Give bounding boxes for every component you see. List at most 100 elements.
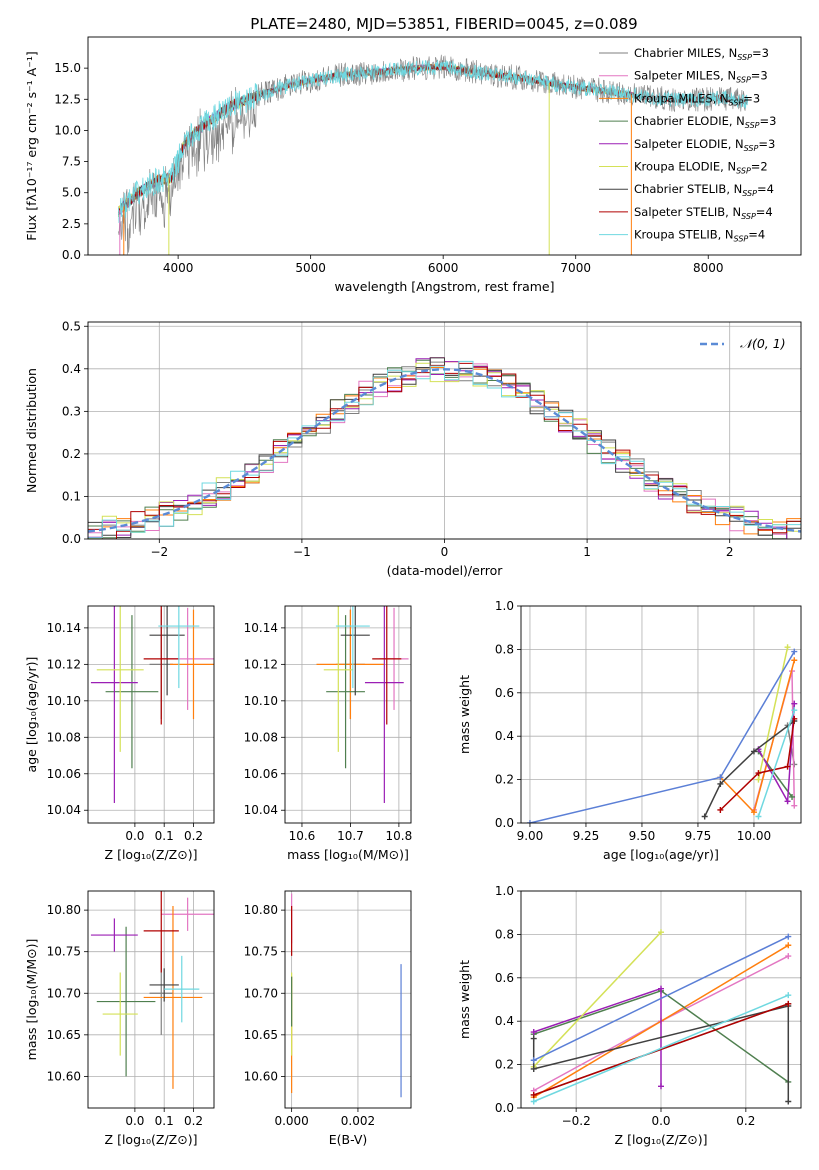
legend-subscript: SSP bbox=[729, 98, 744, 107]
axes-frame bbox=[87, 890, 215, 1109]
weight-marker bbox=[791, 715, 798, 722]
x-tick-label: 0.0 bbox=[125, 1114, 144, 1128]
weight-marker bbox=[789, 793, 796, 800]
weight-marker bbox=[755, 813, 762, 820]
legend-subscript: SSP bbox=[745, 121, 760, 130]
y-tick-label: 10.06 bbox=[244, 767, 278, 781]
legend-nssp: =3 bbox=[752, 46, 769, 60]
legend-label: Salpeter STELIB, NSSP=4 bbox=[634, 205, 773, 221]
weight-marker bbox=[750, 748, 757, 755]
x-tick-label: 9.75 bbox=[685, 829, 712, 843]
legend-nssp: =4 bbox=[756, 205, 773, 219]
y-tick-label: 0.6 bbox=[495, 971, 514, 985]
legend-model-name: Kroupa ELODIE, N bbox=[634, 160, 736, 174]
legend-label: Kroupa STELIB, NSSP=4 bbox=[634, 228, 765, 244]
weight-marker bbox=[755, 776, 762, 783]
weight-line bbox=[533, 935, 789, 1061]
x-tick-label: 5000 bbox=[295, 261, 326, 275]
legend-label: Chabrier MILES, NSSP=3 bbox=[634, 46, 769, 62]
x-tick-label: 10.6 bbox=[289, 829, 316, 843]
y-tick-label: 0.3 bbox=[62, 404, 81, 418]
legend-model-name: Salpeter ELODIE, N bbox=[634, 137, 744, 151]
y-tick-label: 10.80 bbox=[244, 903, 278, 917]
x-axis-label: wavelength [Angstrom, rest frame] bbox=[334, 279, 554, 294]
x-tick-label: −2 bbox=[150, 545, 168, 559]
weight-marker bbox=[785, 1098, 792, 1105]
x-tick-label: 10.8 bbox=[386, 829, 413, 843]
y-axis-label: mass weight bbox=[457, 675, 472, 754]
y-tick-label: 0.0 bbox=[62, 532, 81, 546]
y-tick-label: 0.8 bbox=[495, 927, 514, 941]
legend-subscript: SSP bbox=[744, 144, 759, 153]
x-tick-label: 2 bbox=[726, 545, 734, 559]
legend-nssp: =3 bbox=[751, 69, 768, 83]
weight-marker bbox=[530, 1091, 537, 1098]
x-tick-label: 7000 bbox=[560, 261, 591, 275]
plot-residuals bbox=[88, 357, 801, 539]
x-axis-label: E(B-V) bbox=[329, 1132, 368, 1147]
x-tick-label: 0.0 bbox=[125, 829, 144, 843]
axes-frame bbox=[87, 321, 802, 540]
x-tick-label: 9.00 bbox=[517, 829, 544, 843]
x-tick-label: 0 bbox=[441, 545, 449, 559]
y-tick-label: 10.60 bbox=[244, 1069, 278, 1083]
plot-age-weight bbox=[526, 644, 798, 823]
y-tick-label: 0.6 bbox=[495, 686, 514, 700]
legend-subscript: SSP bbox=[736, 76, 751, 85]
x-tick-label: 0.002 bbox=[341, 1114, 375, 1128]
y-axis-label: Flux [fλ10⁻¹⁷ erg cm⁻² s⁻¹ A⁻¹] bbox=[24, 51, 39, 240]
x-tick-label: 0.0 bbox=[651, 1114, 670, 1128]
weight-marker bbox=[791, 657, 798, 664]
weight-line bbox=[757, 709, 796, 817]
x-axis-label: age [log₁₀(age/yr)] bbox=[603, 847, 719, 862]
y-tick-label: 10.60 bbox=[47, 1069, 81, 1083]
y-tick-label: 7.5 bbox=[62, 155, 81, 169]
spectrum-line bbox=[118, 54, 748, 255]
y-tick-label: 0.5 bbox=[62, 319, 81, 333]
legend-model-name: Chabrier MILES, N bbox=[634, 46, 737, 60]
legend-label: Kroupa ELODIE, NSSP=2 bbox=[634, 160, 768, 176]
x-tick-label: 0.2 bbox=[184, 1114, 203, 1128]
y-tick-label: 0.2 bbox=[62, 447, 81, 461]
plot-EBV-mass bbox=[291, 893, 402, 1098]
x-tick-label: 0.1 bbox=[155, 829, 174, 843]
weight-line bbox=[533, 1003, 789, 1096]
normal-curve bbox=[88, 368, 801, 533]
y-tick-label: 0.0 bbox=[495, 816, 514, 830]
y-tick-label: 0.4 bbox=[495, 1014, 514, 1028]
x-axis-label: Z [log₁₀(Z/Z⊙)] bbox=[615, 1132, 708, 1147]
y-tick-label: 10.06 bbox=[47, 767, 81, 781]
weight-line bbox=[533, 994, 789, 1103]
legend-label: Chabrier ELODIE, NSSP=3 bbox=[634, 114, 776, 130]
weight-marker bbox=[717, 774, 724, 781]
axes-Z-age: 0.0 0.1 0.2 10.04 10.06 10.08 10.10 10.12 10.14 Z… bbox=[24, 606, 214, 862]
weight-marker bbox=[785, 942, 792, 949]
weight-marker bbox=[791, 707, 798, 714]
axes-frame bbox=[87, 605, 215, 824]
weight-marker bbox=[717, 780, 724, 787]
weight-marker bbox=[530, 1029, 537, 1036]
plot-Z-age bbox=[90, 606, 214, 803]
x-tick-label: 0.1 bbox=[155, 1114, 174, 1128]
weight-marker bbox=[785, 953, 792, 960]
y-tick-label: 0.1 bbox=[62, 489, 81, 503]
x-tick-label: 9.25 bbox=[573, 829, 600, 843]
y-tick-label: 10.70 bbox=[47, 986, 81, 1000]
weight-line bbox=[532, 1005, 790, 1102]
legend-label: Salpeter MILES, NSSP=3 bbox=[634, 69, 768, 85]
y-tick-label: 10.12 bbox=[244, 657, 278, 671]
y-tick-label: 1.0 bbox=[495, 599, 514, 613]
legend-nssp: =4 bbox=[757, 182, 774, 196]
x-tick-label: 4000 bbox=[163, 261, 194, 275]
x-tick-label: 6000 bbox=[428, 261, 459, 275]
y-tick-label: 10.14 bbox=[47, 621, 81, 635]
x-tick-label: 1 bbox=[583, 545, 591, 559]
weight-marker bbox=[791, 700, 798, 707]
y-tick-label: 2.5 bbox=[62, 217, 81, 231]
weight-marker bbox=[658, 985, 664, 992]
axes-age-weight: 9.00 9.25 9.50 9.75 10.00 0.0 0.2 0.4 0.6 0.8 1.0 a… bbox=[457, 599, 801, 862]
legend-label: Kroupa MILES, NSSP=3 bbox=[634, 91, 760, 107]
x-axis-label: (data-model)/error bbox=[387, 563, 504, 578]
y-tick-label: 10.10 bbox=[47, 694, 81, 708]
plot-Z-weight bbox=[530, 929, 792, 1105]
